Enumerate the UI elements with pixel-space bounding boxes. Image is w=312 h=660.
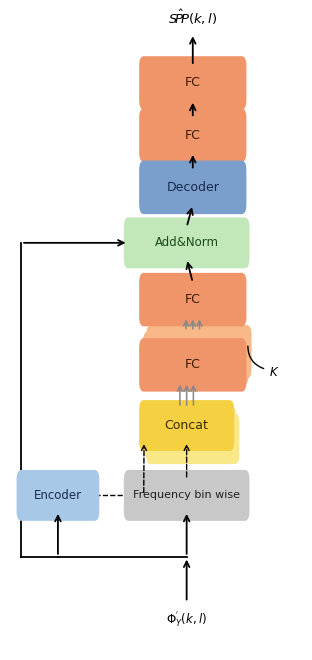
Text: $\hat{S\!P\!P}(k,l)$: $\hat{S\!P\!P}(k,l)$	[168, 8, 217, 27]
FancyBboxPatch shape	[139, 338, 246, 391]
Text: Frequency bin wise: Frequency bin wise	[133, 490, 240, 500]
FancyBboxPatch shape	[143, 407, 236, 457]
Text: $\Phi_Y^{'}(k,l)$: $\Phi_Y^{'}(k,l)$	[166, 609, 207, 629]
FancyBboxPatch shape	[139, 160, 246, 214]
FancyBboxPatch shape	[124, 470, 250, 521]
Text: FC: FC	[185, 358, 201, 372]
Text: FC: FC	[185, 77, 201, 90]
FancyBboxPatch shape	[139, 56, 246, 110]
FancyBboxPatch shape	[139, 273, 246, 326]
FancyBboxPatch shape	[17, 470, 99, 521]
Text: Encoder: Encoder	[34, 489, 82, 502]
Text: FC: FC	[185, 129, 201, 142]
FancyBboxPatch shape	[146, 325, 251, 379]
FancyBboxPatch shape	[124, 217, 250, 268]
Text: FC: FC	[185, 293, 201, 306]
FancyBboxPatch shape	[143, 331, 248, 385]
Text: $K$: $K$	[269, 366, 280, 379]
Text: Add&Norm: Add&Norm	[155, 236, 219, 249]
FancyBboxPatch shape	[146, 413, 239, 464]
FancyBboxPatch shape	[139, 108, 246, 162]
FancyBboxPatch shape	[139, 400, 234, 451]
Text: Decoder: Decoder	[166, 181, 219, 194]
Text: Concat: Concat	[165, 419, 209, 432]
